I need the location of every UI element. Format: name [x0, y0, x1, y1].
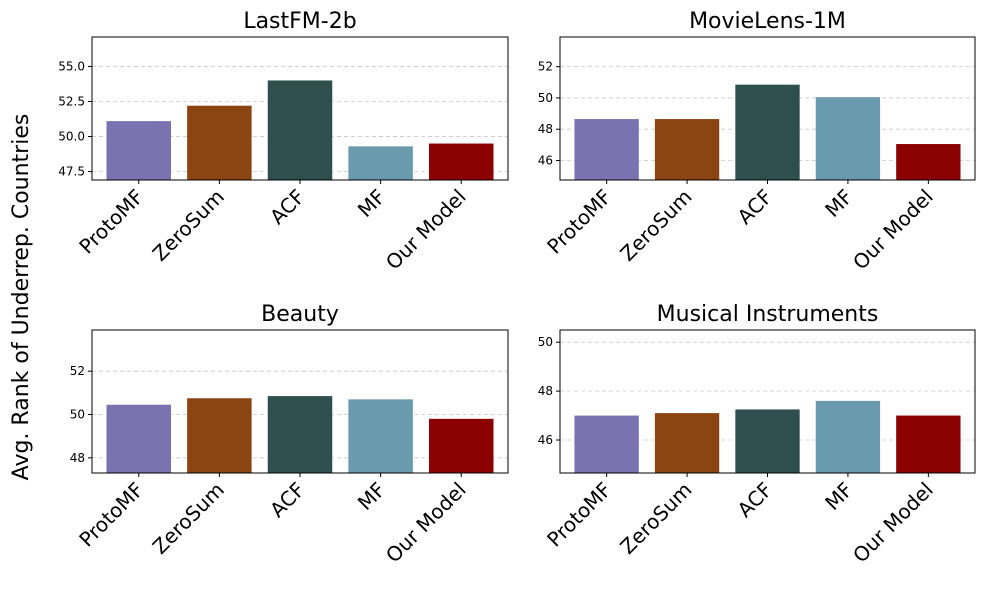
bar-mf	[815, 97, 881, 180]
bar-acf	[267, 80, 333, 180]
bar-protomf	[106, 404, 172, 473]
bar-protomf	[574, 415, 639, 473]
y-tick-label: 48	[538, 122, 553, 136]
bar-our-model	[428, 418, 494, 473]
y-tick-label: 46	[538, 433, 553, 447]
bar-mf	[815, 400, 881, 473]
bar-zerosum	[654, 413, 720, 473]
panel-title: MovieLens-1M	[689, 9, 846, 34]
shared-y-axis-label: Avg. Rank of Underrep. Countries	[9, 114, 34, 481]
y-tick-label: 46	[538, 153, 553, 167]
y-tick-label: 47.5	[58, 165, 85, 179]
bar-acf	[735, 409, 800, 473]
bar-our-model	[896, 415, 961, 473]
bar-mf	[348, 399, 413, 473]
bar-zerosum	[187, 398, 252, 473]
bar-zerosum	[187, 105, 252, 180]
bar-acf	[267, 396, 333, 473]
y-tick-label: 52.5	[58, 94, 85, 108]
y-tick-label: 48	[538, 384, 553, 398]
bar-our-model	[896, 144, 961, 180]
y-tick-label: 50.0	[58, 130, 85, 144]
panel-title: LastFM-2b	[243, 9, 356, 34]
panel-title: Musical Instruments	[657, 302, 879, 327]
y-tick-label: 50	[70, 408, 85, 422]
y-tick-label: 50	[538, 335, 553, 349]
bar-protomf	[106, 121, 172, 180]
y-tick-label: 48	[70, 451, 85, 465]
bar-acf	[735, 84, 800, 180]
bar-our-model	[428, 143, 494, 180]
panel-title: Beauty	[261, 302, 339, 327]
y-tick-label: 50	[538, 91, 553, 105]
y-tick-label: 52	[538, 60, 553, 74]
y-tick-label: 55.0	[58, 59, 85, 73]
y-tick-label: 52	[70, 364, 85, 378]
bar-mf	[348, 146, 413, 180]
bar-zerosum	[654, 119, 720, 180]
bar-protomf	[574, 119, 639, 180]
